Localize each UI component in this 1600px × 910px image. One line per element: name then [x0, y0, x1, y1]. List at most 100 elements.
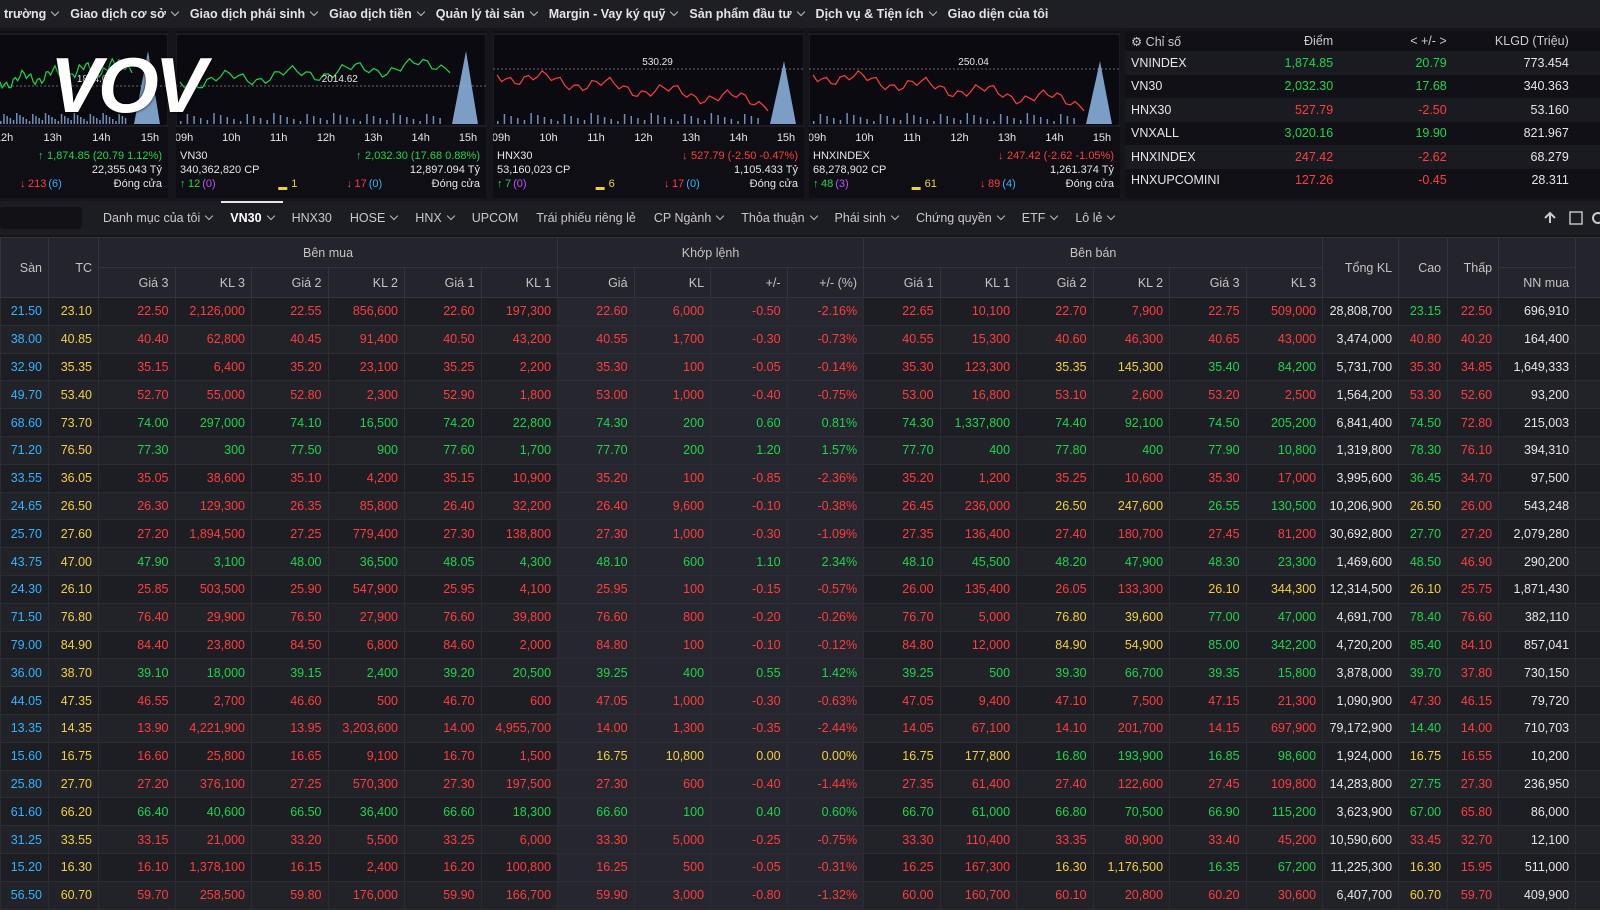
volume-bar — [644, 120, 646, 124]
volume-bar — [893, 118, 895, 124]
cell: 84.40 — [99, 631, 176, 659]
tab[interactable]: UPCOM — [463, 201, 528, 235]
volume-bar — [333, 113, 335, 124]
index-volume: 53,160,023 CP — [497, 164, 570, 176]
cell: 33.15 — [99, 826, 176, 854]
tab[interactable]: Trái phiếu riêng lẻ — [527, 201, 645, 235]
tab[interactable]: HNX — [406, 201, 462, 235]
tab[interactable]: Chứng quyền — [907, 201, 1013, 235]
nav-item[interactable]: Margin - Vay ký quỹ — [541, 7, 686, 21]
cell: 10,800 — [1246, 436, 1323, 464]
volume-bar — [544, 117, 546, 124]
nav-item[interactable]: trường — [0, 7, 66, 21]
cell: 43.75 — [1, 548, 49, 576]
tab[interactable]: CP Ngành — [645, 201, 732, 235]
cell-filler — [1576, 381, 1600, 409]
volume-bar — [826, 116, 828, 124]
nav-item[interactable]: Sản phẩm đầu tư — [681, 7, 811, 21]
tab[interactable]: HNX30 — [283, 201, 341, 235]
cell: 1,300 — [634, 714, 711, 742]
nav-item[interactable]: Giao diện của tôi — [940, 7, 1057, 21]
down-count: 17 — [355, 178, 367, 190]
cell: 23.10 — [49, 298, 99, 326]
cell: 4,955,700 — [481, 714, 558, 742]
cell: 37.80 — [1448, 659, 1499, 687]
nav-item[interactable]: Quản lý tài sản — [428, 7, 545, 21]
cell: 74.20 — [405, 409, 482, 437]
cell-filler — [1576, 575, 1600, 603]
tab[interactable]: VN30 — [221, 201, 282, 235]
header-cell: Giá 1 — [864, 268, 941, 298]
tab[interactable]: Lô lẻ — [1066, 201, 1123, 235]
cell: 76.80 — [49, 603, 99, 631]
tab[interactable]: Thỏa thuận — [732, 201, 825, 235]
cell: 76.70 — [864, 603, 941, 631]
cell: 84,200 — [1246, 353, 1323, 381]
nav-item[interactable]: Giao dịch phái sinh — [182, 7, 325, 21]
tab[interactable]: Phái sinh — [826, 201, 907, 235]
nav-item[interactable]: Giao dịch cơ sở — [62, 7, 186, 21]
tab[interactable]: HOSE — [341, 201, 406, 235]
cell: 16.30 — [1017, 853, 1094, 881]
nav-item[interactable]: Giao dịch tiền — [321, 7, 432, 21]
cell: 32.90 — [1, 353, 49, 381]
nav-item[interactable]: Dịch vụ & Tiện ích — [808, 7, 944, 21]
cell: 46.55 — [99, 687, 176, 715]
cell: 24.30 — [1, 575, 49, 603]
toolbar-icons[interactable] — [1510, 208, 1600, 228]
volume-bar — [913, 115, 915, 124]
cell: 6,000 — [481, 826, 558, 854]
volume-bar — [671, 119, 673, 124]
volume-bar — [286, 117, 288, 124]
cell: 40.55 — [558, 325, 635, 353]
cell: 26.00 — [1448, 492, 1499, 520]
volume-bar — [564, 114, 566, 124]
cell: 0.55 — [711, 659, 788, 687]
volume-bar — [1033, 115, 1035, 124]
cell: 18,000 — [175, 659, 252, 687]
cell: 40.60 — [1017, 325, 1094, 353]
index-cell: 1,874.85 — [1273, 51, 1340, 75]
cell: 25.95 — [558, 575, 635, 603]
tab[interactable]: Danh mục của tôi — [94, 201, 221, 235]
time-label: 10h — [855, 132, 873, 144]
tab[interactable]: ETF — [1013, 201, 1067, 235]
cell: 10,100 — [940, 298, 1017, 326]
search-box[interactable] — [0, 207, 82, 229]
cell: 696,910 — [1499, 298, 1576, 326]
cell: 1,000 — [634, 381, 711, 409]
cell: 133,300 — [1093, 575, 1170, 603]
cell-filler — [1576, 603, 1600, 631]
index-cell: 821.967 — [1453, 122, 1575, 146]
index-change: 1,874.85 (20.79 1.12%) — [47, 150, 162, 162]
